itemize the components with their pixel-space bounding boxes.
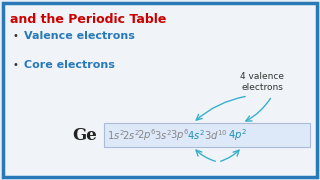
Text: $4s^2$: $4s^2$: [187, 128, 205, 142]
Text: Valence electrons: Valence electrons: [24, 31, 135, 41]
Text: $2p^6$: $2p^6$: [137, 127, 156, 143]
Text: $2s^2$: $2s^2$: [122, 128, 140, 142]
Text: $1s^2$: $1s^2$: [107, 128, 125, 142]
FancyBboxPatch shape: [104, 123, 310, 147]
Text: $3s^2$: $3s^2$: [154, 128, 172, 142]
Text: •: •: [12, 31, 18, 41]
Text: and the Periodic Table: and the Periodic Table: [10, 13, 166, 26]
Text: $3d^{10}$: $3d^{10}$: [204, 128, 228, 142]
Text: Core electrons: Core electrons: [24, 60, 115, 70]
Text: 4 valence
electrons: 4 valence electrons: [240, 72, 284, 92]
Text: $3p^6$: $3p^6$: [170, 127, 189, 143]
Text: •: •: [12, 60, 18, 70]
Text: $4p^2$: $4p^2$: [228, 127, 247, 143]
Text: Ge: Ge: [72, 127, 97, 143]
